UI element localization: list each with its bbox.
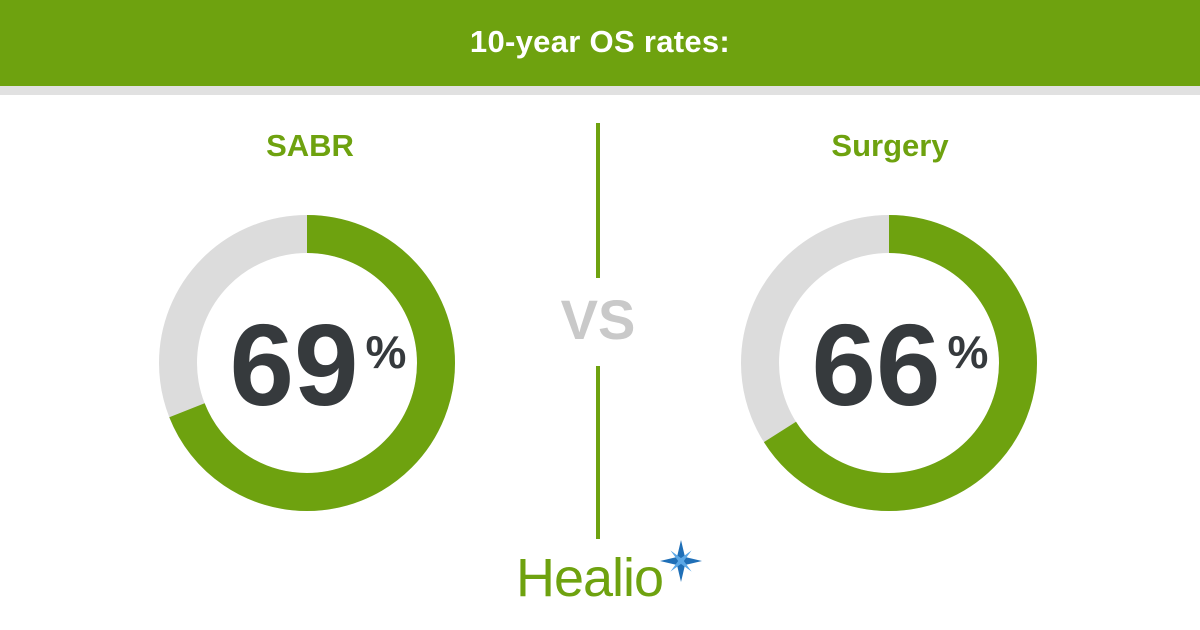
chart-title-surgery: Surgery — [831, 128, 949, 163]
donut-value-label: 66 — [811, 300, 940, 430]
vs-label: VS — [560, 288, 636, 351]
donut-chart-surgery: 66 % — [741, 215, 1037, 511]
donut-unit-label: % — [366, 326, 407, 378]
donut-arc-value — [159, 215, 455, 511]
donut-unit-label: % — [948, 326, 989, 378]
star-icon — [660, 540, 702, 582]
banner-divider — [0, 86, 1200, 95]
logo-text: Healio — [516, 548, 664, 608]
donut-arc-value — [741, 215, 1037, 511]
healio-logo: Healio — [516, 538, 736, 608]
header-banner: 10-year OS rates: — [0, 0, 1200, 86]
chart-title-sabr: SABR — [266, 128, 354, 163]
donut-chart-sabr: 69 % — [159, 215, 455, 511]
vertical-divider-bottom — [596, 366, 600, 539]
banner-title: 10-year OS rates: — [469, 24, 731, 59]
donut-value-label: 69 — [229, 300, 358, 430]
vertical-divider-top — [596, 123, 600, 278]
